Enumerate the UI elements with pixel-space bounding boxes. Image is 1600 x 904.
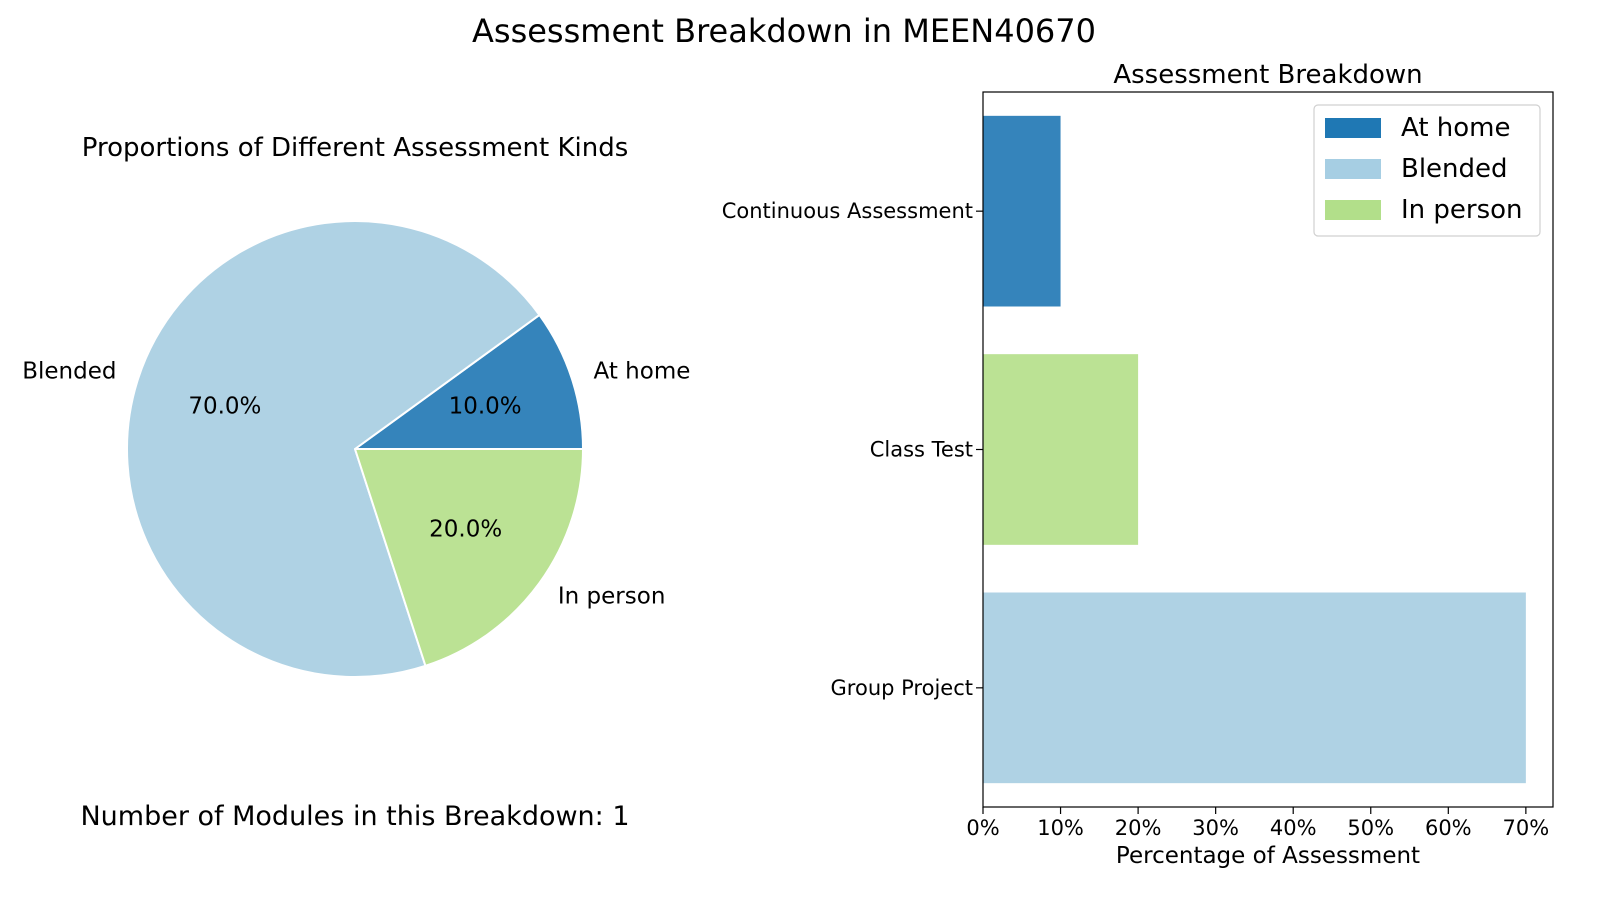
pie-label-in-person: In person xyxy=(558,583,666,609)
modules-count-note: Number of Modules in this Breakdown: 1 xyxy=(80,801,629,832)
x-tick-label: 10% xyxy=(1037,816,1084,840)
pie-pct-blended: 70.0% xyxy=(188,394,261,420)
pie-chart: Proportions of Different Assessment Kind… xyxy=(22,133,691,678)
pie-slice-blended xyxy=(126,220,541,678)
figure-suptitle: Assessment Breakdown in MEEN40670 xyxy=(472,12,1096,50)
pie-slice-in-person xyxy=(354,448,584,667)
bar-x-axis-label: Percentage of Assessment xyxy=(1116,843,1420,869)
bar-legend: At home Blended In person xyxy=(1313,104,1541,237)
x-tick-label: 70% xyxy=(1503,816,1550,840)
bar-group-project xyxy=(983,592,1526,784)
y-tick-label-continuous-assessment: Continuous Assessment xyxy=(722,199,973,223)
legend-swatch-at-home xyxy=(1325,118,1381,138)
legend-swatch-blended xyxy=(1325,159,1381,179)
bar-axes-frame xyxy=(982,91,1554,808)
pie-pct-at-home: 10.0% xyxy=(449,394,522,420)
legend-swatch-in-person xyxy=(1325,200,1381,220)
pie-pct-in-person: 20.0% xyxy=(429,516,502,542)
x-tick-label: 20% xyxy=(1115,816,1162,840)
x-tick-label: 60% xyxy=(1425,816,1472,840)
legend-label-in-person: In person xyxy=(1401,195,1523,225)
bar-title: Assessment Breakdown xyxy=(1113,60,1422,90)
x-tick-label: 30% xyxy=(1192,816,1239,840)
pie-title: Proportions of Different Assessment Kind… xyxy=(82,133,629,163)
pie-label-at-home: At home xyxy=(594,358,691,384)
bar-continuous-assessment xyxy=(983,115,1061,307)
legend-label-blended: Blended xyxy=(1401,154,1508,184)
bar-class-test xyxy=(983,354,1139,545)
bar-chart: Assessment Breakdown Percentage of Asses… xyxy=(722,60,1554,869)
x-tick-label: 50% xyxy=(1347,816,1394,840)
pie-label-blended: Blended xyxy=(22,358,116,384)
legend-label-at-home: At home xyxy=(1401,113,1511,143)
x-tick-label: 40% xyxy=(1270,816,1317,840)
pie-slice-at-home xyxy=(354,313,584,450)
x-tick-label: 0% xyxy=(966,816,999,840)
y-tick-label-group-project: Group Project xyxy=(831,676,973,700)
y-tick-label-class-test: Class Test xyxy=(870,438,973,462)
